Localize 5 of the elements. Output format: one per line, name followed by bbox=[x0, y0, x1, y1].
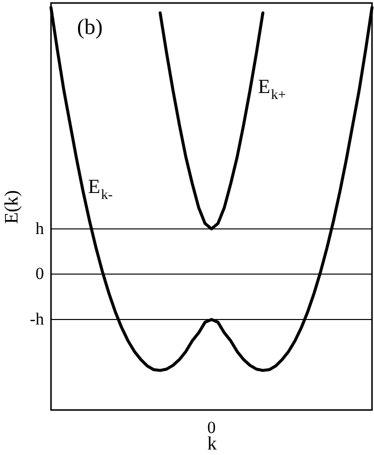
ref-line-label: -h bbox=[30, 310, 44, 329]
ref-line-label: h bbox=[36, 218, 44, 238]
ref-line-label: 0 bbox=[36, 264, 44, 284]
annotation: (b) bbox=[77, 14, 103, 39]
y-axis-title: E(k) bbox=[2, 190, 22, 224]
